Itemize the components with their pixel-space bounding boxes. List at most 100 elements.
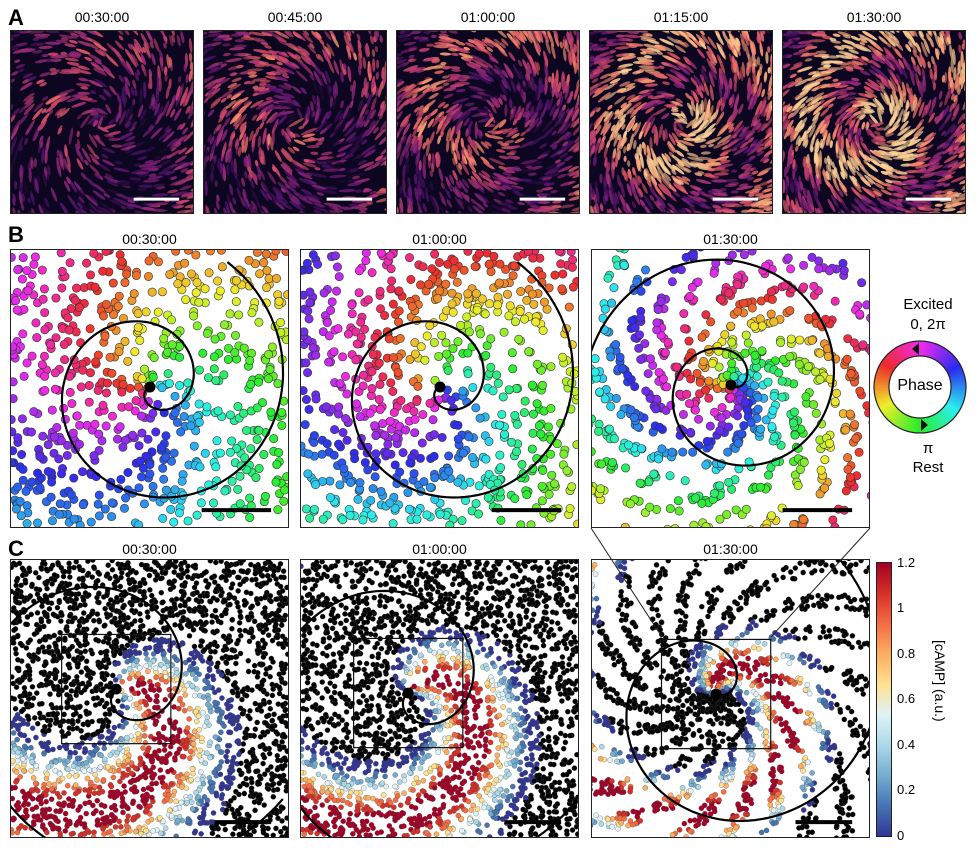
cell-streak — [156, 164, 163, 169]
cell-streak — [519, 71, 524, 80]
cell-streak — [902, 139, 913, 145]
cell-streak — [590, 59, 594, 64]
cell-streak — [282, 61, 297, 70]
cell-streak — [621, 124, 626, 130]
cell-streak — [46, 209, 54, 213]
cell-streak — [438, 33, 449, 37]
cell-streak — [401, 88, 416, 100]
cell-streak — [28, 167, 32, 183]
cell-streak — [666, 142, 675, 153]
cell-streak — [607, 104, 613, 110]
cell-streak — [321, 164, 331, 168]
cell-streak — [728, 33, 736, 46]
cell-streak — [78, 65, 87, 70]
cell-streak — [950, 57, 954, 73]
cell-streak — [260, 180, 270, 195]
cell-streak — [617, 136, 622, 152]
cell-streak — [654, 185, 663, 196]
cell-streak — [103, 66, 112, 74]
cell-streak — [471, 178, 484, 191]
cell-streak — [430, 109, 438, 116]
cell-streak — [41, 108, 47, 114]
cell-streak — [449, 174, 455, 185]
cell-streak — [30, 159, 34, 170]
cell-streak — [236, 186, 242, 199]
cell-streak — [246, 68, 264, 72]
cell-streak — [635, 155, 640, 172]
cell-streak — [505, 199, 514, 204]
cell-streak — [180, 193, 193, 198]
cell-streak — [334, 109, 342, 123]
cell-streak — [302, 51, 312, 62]
cell-streak — [242, 198, 249, 210]
cell-streak — [557, 149, 564, 155]
cell-streak — [703, 97, 708, 113]
cell-streak — [415, 164, 419, 175]
cell-streak — [500, 83, 508, 96]
cell-streak — [124, 113, 134, 128]
cell-streak — [300, 127, 318, 136]
cell-streak — [690, 100, 696, 112]
cell-streak — [755, 100, 763, 116]
cell-streak — [687, 194, 702, 202]
cell-streak — [207, 66, 224, 74]
cell-streak — [331, 33, 340, 48]
cell-streak — [859, 114, 866, 119]
cell-streak — [310, 151, 319, 155]
cell-streak — [188, 99, 193, 114]
cell-streak — [470, 198, 477, 205]
cell-streak — [497, 192, 506, 197]
cell-streak — [614, 192, 619, 205]
cell-streak — [422, 203, 427, 213]
cell-streak — [591, 188, 595, 198]
cell-streak — [250, 179, 255, 189]
cell-streak — [598, 59, 615, 66]
cell-streak — [451, 186, 460, 198]
cell-streak — [457, 108, 472, 120]
cell-streak — [649, 167, 656, 179]
cell-streak — [763, 71, 768, 81]
cell-streak — [884, 81, 891, 90]
cell-streak — [260, 156, 264, 165]
cell-streak — [429, 131, 435, 145]
cell-streak — [97, 126, 109, 133]
cell-streak — [359, 120, 366, 128]
cell-streak — [153, 155, 161, 160]
cell-streak — [572, 181, 579, 189]
cell-streak — [384, 206, 386, 211]
cell-streak — [375, 197, 386, 203]
cell-streak — [668, 133, 676, 146]
cell-streak — [334, 209, 344, 213]
cell-streak — [249, 31, 267, 37]
cell-streak — [754, 192, 764, 197]
cell-streak — [644, 83, 659, 87]
cell-streak — [353, 178, 371, 184]
cell-streak — [231, 77, 242, 83]
cell-streak — [741, 31, 747, 40]
cell-streak — [242, 192, 250, 207]
cell-streak — [643, 43, 655, 48]
cell-streak — [730, 96, 735, 108]
cell-streak — [556, 134, 566, 143]
cell-streak — [747, 137, 755, 143]
cell-streak — [320, 151, 333, 156]
cell-streak — [590, 122, 593, 137]
cell-streak — [271, 166, 277, 173]
cell-streak — [76, 198, 88, 211]
cell-streak — [604, 91, 617, 101]
cell-streak — [606, 161, 611, 172]
cell-streak — [80, 172, 87, 180]
cell-streak — [617, 190, 622, 201]
cell-streak — [751, 65, 755, 74]
cell-streak — [538, 77, 542, 94]
cell-streak — [130, 43, 137, 52]
cell-streak — [851, 175, 858, 183]
cell-streak — [764, 106, 770, 113]
cell-streak — [468, 85, 485, 92]
cell-streak — [766, 31, 770, 33]
cell-streak — [442, 115, 452, 127]
cell-streak — [454, 196, 465, 210]
cell-streak — [36, 79, 45, 84]
cell-streak — [559, 129, 565, 135]
cell-streak — [656, 199, 665, 209]
